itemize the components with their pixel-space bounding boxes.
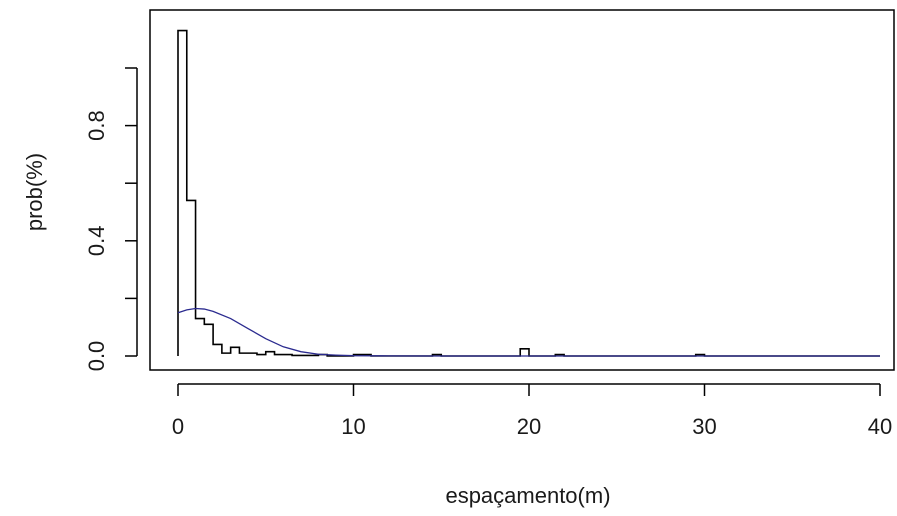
histogram-bin — [187, 200, 196, 356]
y-axis: 0.0 0.4 0.8 — [84, 67, 138, 372]
x-tick-label: 0 — [172, 414, 184, 439]
x-axis-title: espaçamento(m) — [445, 483, 610, 508]
x-tick-label: 10 — [341, 414, 365, 439]
x-axis: 0 10 20 30 40 — [172, 383, 892, 439]
y-axis-title: prob(%) — [22, 153, 47, 231]
histogram-outline — [177, 29, 880, 357]
histogram-series — [177, 29, 880, 357]
histogram-bin — [196, 319, 205, 356]
y-tick-label: 0.8 — [84, 110, 109, 141]
histogram-bin — [213, 344, 222, 356]
density-curve-series — [177, 307, 880, 357]
histogram-bin — [231, 347, 240, 356]
plot-frame — [149, 9, 895, 371]
y-tick-label: 0.4 — [84, 226, 109, 257]
density-curve-line — [177, 307, 880, 357]
histogram-bin — [204, 324, 213, 356]
x-tick-label: 20 — [517, 414, 541, 439]
x-tick-label: 40 — [868, 414, 892, 439]
histogram-bin — [178, 31, 187, 356]
y-tick-label: 0.0 — [84, 341, 109, 372]
histogram-bin — [520, 349, 529, 356]
x-tick-label: 30 — [692, 414, 716, 439]
